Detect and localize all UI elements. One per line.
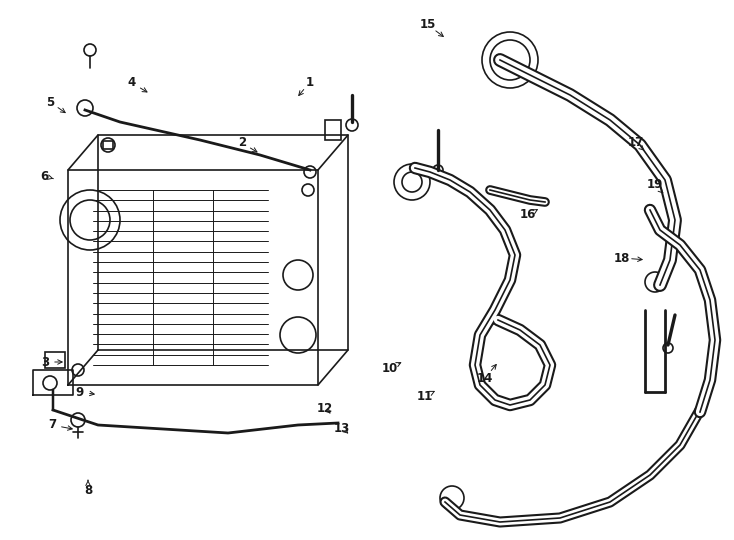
Text: 2: 2 — [238, 137, 246, 150]
Text: 12: 12 — [317, 402, 333, 415]
Text: 13: 13 — [334, 422, 350, 435]
Text: 9: 9 — [76, 386, 84, 399]
Bar — [325, 120, 341, 140]
Bar — [103, 141, 113, 149]
Text: 4: 4 — [128, 77, 136, 90]
Text: 18: 18 — [614, 252, 631, 265]
Text: 14: 14 — [477, 372, 493, 384]
Text: 7: 7 — [48, 418, 56, 431]
Text: 3: 3 — [41, 355, 49, 368]
Text: 5: 5 — [46, 96, 54, 109]
Text: 10: 10 — [382, 361, 398, 375]
Text: 19: 19 — [647, 179, 664, 192]
Text: 11: 11 — [417, 389, 433, 402]
Text: 1: 1 — [306, 76, 314, 89]
Bar — [45, 352, 65, 368]
Text: 15: 15 — [420, 18, 436, 31]
Text: 16: 16 — [520, 208, 537, 221]
Text: 17: 17 — [628, 137, 644, 150]
Text: 8: 8 — [84, 483, 92, 496]
Text: 6: 6 — [40, 170, 48, 183]
